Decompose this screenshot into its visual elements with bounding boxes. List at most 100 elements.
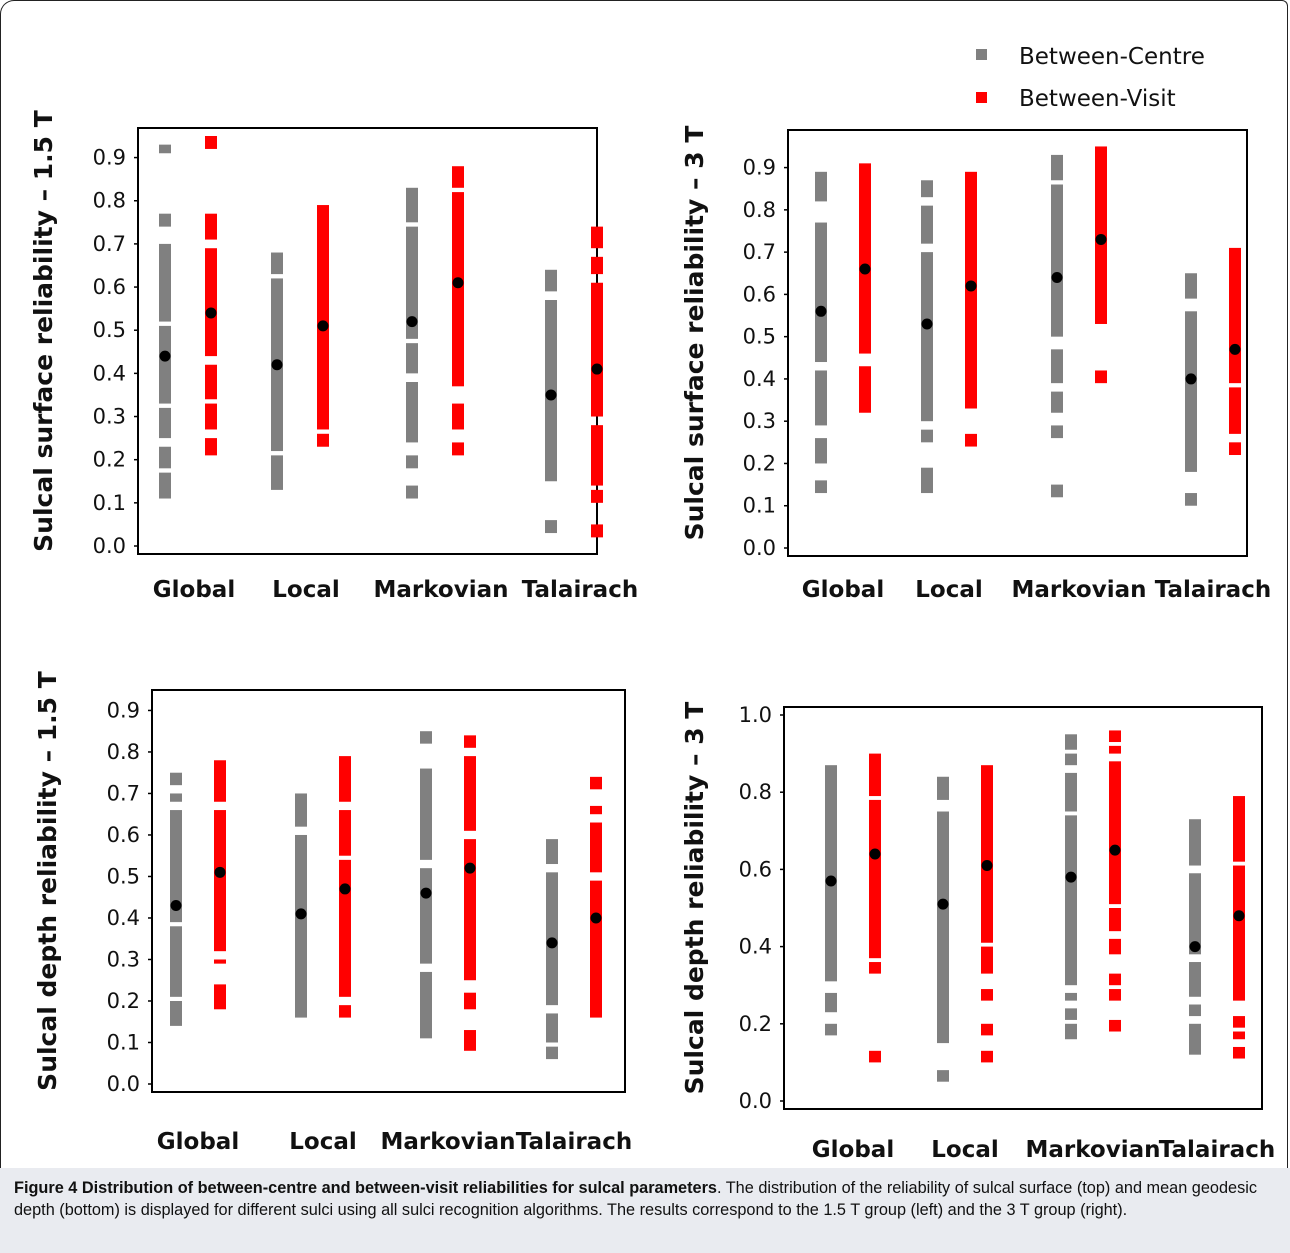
y-tick-label: 0.0 [743, 536, 776, 560]
range-segment [1065, 1023, 1077, 1040]
mean-point [170, 900, 182, 912]
y-tick-label: 0.5 [107, 864, 140, 888]
range-segment [815, 438, 827, 464]
y-axis-label: Sulcal surface reliability – 1.5 T [29, 110, 58, 552]
y-tick-label: 0.7 [107, 781, 140, 805]
range-segment [1229, 442, 1241, 456]
range-segment [1233, 796, 1245, 862]
range-segment [452, 403, 464, 430]
range-segment [1233, 865, 1245, 1001]
mean-point [159, 350, 171, 362]
y-tick-label: 0.5 [93, 318, 126, 342]
range-segment [591, 256, 603, 275]
x-category-label: Talairach [1159, 1137, 1275, 1163]
range-segment [825, 1023, 837, 1036]
y-tick-label: 0.0 [739, 1089, 772, 1113]
range-segment [1233, 1031, 1245, 1040]
range-segment [825, 992, 837, 1013]
range-segment [271, 252, 283, 275]
range-segment [214, 984, 226, 1010]
range-segment [1051, 184, 1063, 337]
range-segment [159, 407, 171, 439]
y-tick-label: 0.2 [93, 448, 126, 472]
range-segment [1051, 425, 1063, 439]
range-segment [271, 455, 283, 490]
range-segment [590, 776, 602, 790]
x-category-label: Local [289, 1129, 357, 1155]
y-tick-label: 0.9 [743, 156, 776, 180]
range-segment [170, 793, 182, 802]
range-segment [464, 1030, 476, 1051]
range-segment [590, 805, 602, 815]
range-segment [339, 810, 351, 856]
range-segment [205, 213, 217, 240]
y-tick-label: 0.8 [107, 740, 140, 764]
mean-point [406, 316, 418, 328]
chart-panel-top-right: 0.0 0.1 0.2 0.3 0.4 0.5 0.6 0.7 0.8 0.9 Sulcal sur… [680, 126, 1271, 603]
range-segment [965, 433, 977, 447]
y-tick-label: 0.9 [107, 698, 140, 722]
range-segment [214, 760, 226, 802]
range-segment [205, 364, 217, 400]
mean-point [452, 277, 464, 289]
mean-point [1229, 343, 1241, 355]
y-tick-label: 0.4 [93, 361, 126, 385]
chart-panel-bottom-left: 0.0 0.1 0.2 0.3 0.4 0.5 0.6 0.7 0.8 0.9 Sulcal dep… [33, 671, 632, 1155]
range-segment [859, 366, 871, 413]
mean-point [545, 389, 557, 401]
range-segment [452, 192, 464, 387]
y-tick-label: 0.6 [93, 275, 126, 299]
mean-point [825, 875, 837, 887]
range-segment [170, 1000, 182, 1026]
x-category-label: Markovian [373, 577, 508, 603]
caption-title: Figure 4 Distribution of between-centre … [14, 1179, 717, 1197]
range-segment [317, 205, 329, 430]
range-segment [591, 489, 603, 503]
mean-point [420, 887, 432, 899]
range-segment [546, 1046, 558, 1060]
range-segment [1065, 815, 1077, 986]
legend-label-between-centre: Between-Centre [1019, 44, 1205, 70]
y-axis-label: Sulcal depth reliability – 1.5 T [33, 671, 62, 1091]
range-segment [981, 765, 993, 943]
legend-label-between-visit: Between-Visit [1019, 86, 1176, 112]
mean-point [1185, 373, 1197, 385]
range-segment [1189, 1023, 1201, 1055]
y-tick-label: 0.7 [93, 232, 126, 256]
range-segment [981, 1023, 993, 1036]
range-segment [1189, 819, 1201, 866]
y-tick-label: 0.1 [743, 494, 776, 518]
range-segment [590, 822, 602, 873]
range-segment [1229, 247, 1241, 384]
range-segment [591, 282, 603, 417]
mean-point [339, 883, 351, 895]
x-category-label: Markovian [380, 1129, 515, 1155]
mean-point [271, 359, 283, 371]
x-category-label: Global [802, 577, 884, 603]
range-segment [205, 403, 217, 430]
x-category-label: Local [915, 577, 983, 603]
range-segment [921, 467, 933, 494]
range-segment [214, 959, 226, 964]
range-segment [159, 213, 171, 227]
range-segment [1109, 908, 1121, 932]
range-segment [420, 971, 432, 1039]
range-segment [825, 765, 837, 982]
mean-point [546, 937, 558, 949]
mean-point [859, 263, 871, 275]
range-segment [1051, 484, 1063, 498]
range-segment [1185, 493, 1197, 506]
y-tick-label: 0.9 [93, 146, 126, 170]
range-segment [420, 768, 432, 860]
range-segment [1065, 992, 1077, 1001]
range-segment [981, 1050, 993, 1063]
figure-caption: Figure 4 Distribution of between-centre … [0, 1168, 1290, 1253]
range-segment [464, 735, 476, 748]
range-segment [545, 269, 557, 292]
y-axis-label: Sulcal depth reliability – 3 T [680, 702, 709, 1095]
range-segment [170, 810, 182, 923]
y-tick-label: 0.1 [93, 491, 126, 515]
range-segment [1065, 734, 1077, 750]
range-segment [170, 772, 182, 786]
range-segment [1109, 989, 1121, 1001]
